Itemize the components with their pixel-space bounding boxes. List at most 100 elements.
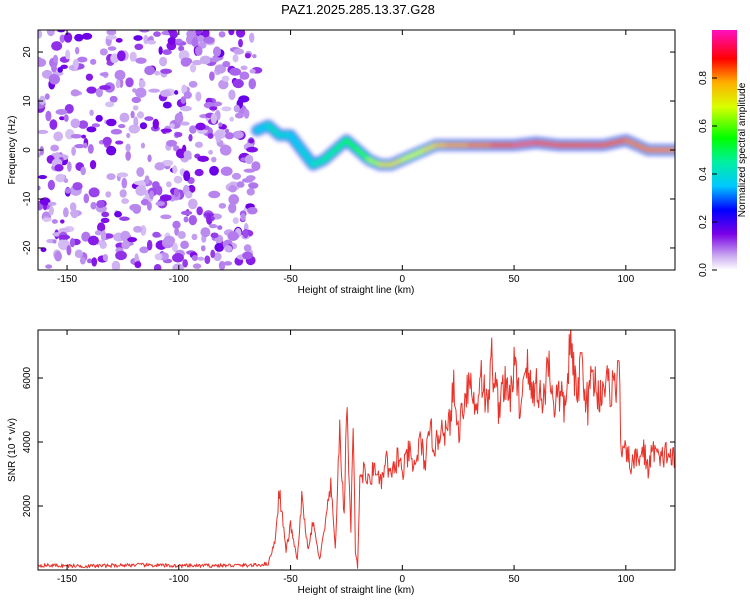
heatmap-y-axis-label: Frequency (Hz) — [7, 116, 18, 185]
noise-blob — [251, 161, 261, 171]
y-tick-label: 2000 — [22, 494, 33, 517]
noise-blob — [168, 30, 175, 34]
noise-blob — [180, 121, 190, 126]
noise-blob — [248, 138, 255, 144]
noise-blob — [177, 230, 186, 240]
noise-blob — [91, 257, 98, 267]
noise-blob — [87, 235, 99, 246]
noise-blob — [191, 255, 199, 262]
y-tick-label: 0 — [22, 147, 33, 153]
noise-blob — [247, 206, 258, 215]
heatmap-x-ticks: -150 -100 -50 0 50 100 — [57, 30, 635, 285]
noise-blob — [139, 30, 150, 33]
noise-blob — [109, 95, 118, 103]
noise-blob — [167, 37, 177, 45]
noise-blob — [81, 134, 87, 139]
noise-blob — [101, 211, 110, 218]
noise-blob — [172, 263, 184, 270]
noise-blob — [191, 37, 199, 47]
noise-blob — [125, 150, 131, 161]
noise-blob — [249, 69, 256, 74]
ridge-segment — [299, 148, 315, 167]
noise-blob — [195, 122, 206, 131]
noise-blob — [163, 235, 176, 246]
ridge-segment — [366, 157, 382, 167]
noise-blob — [125, 77, 134, 88]
noise-blob — [106, 118, 117, 127]
ridge-segment — [333, 138, 349, 152]
noise-blob — [174, 132, 183, 138]
noise-blob — [210, 216, 215, 221]
noise-blob — [182, 259, 188, 268]
noise-blob — [212, 46, 222, 57]
x-tick-label: 50 — [509, 274, 521, 285]
noise-blob — [224, 245, 233, 253]
noise-blob — [118, 124, 126, 129]
ridge-segment — [255, 123, 271, 133]
noise-blob — [200, 245, 206, 252]
noise-blob — [115, 79, 121, 89]
ridge-segment — [389, 157, 405, 167]
noise-blob — [152, 231, 161, 238]
noise-blob — [149, 190, 154, 200]
heatmap-noise-blobs — [38, 30, 263, 270]
noise-blob — [180, 96, 187, 104]
snr-frame — [37, 329, 676, 571]
noise-blob — [228, 194, 240, 205]
noise-blob — [197, 256, 205, 261]
noise-blob — [38, 185, 41, 191]
noise-blob — [173, 175, 183, 184]
noise-blob — [86, 86, 97, 94]
noise-blob — [50, 144, 60, 152]
noise-blob — [87, 144, 94, 154]
ridge-segment — [512, 140, 539, 148]
noise-blob — [232, 217, 239, 224]
noise-blob — [115, 140, 124, 145]
noise-blob — [107, 46, 117, 51]
noise-blob — [105, 191, 112, 198]
colorbar-label: Normalized spectral amplitude — [737, 82, 748, 217]
noise-blob — [209, 57, 220, 63]
noise-blob — [103, 233, 114, 239]
noise-blob — [175, 38, 183, 44]
noise-blob — [144, 175, 150, 185]
noise-blob — [184, 190, 193, 199]
noise-blob — [148, 88, 161, 93]
noise-blob — [138, 79, 146, 88]
noise-blob — [214, 64, 227, 74]
noise-blob — [133, 225, 143, 233]
noise-blob — [86, 126, 97, 133]
noise-blob — [59, 219, 65, 224]
noise-blob — [209, 165, 219, 176]
noise-blob — [89, 109, 94, 116]
noise-blob — [229, 116, 234, 122]
noise-blob — [86, 258, 93, 264]
noise-blob — [85, 73, 94, 81]
noise-blob — [38, 56, 43, 67]
noise-blob — [146, 40, 157, 45]
noise-blob — [174, 112, 184, 124]
noise-blob — [70, 133, 83, 139]
x-tick-label: 0 — [400, 574, 406, 585]
noise-blob — [71, 146, 76, 156]
noise-blob — [248, 78, 257, 90]
noise-blob — [209, 106, 218, 111]
noise-blob — [228, 89, 236, 101]
noise-blob — [115, 37, 123, 43]
noise-blob — [38, 175, 48, 180]
noise-blob — [194, 168, 204, 177]
noise-blob — [210, 232, 219, 239]
noise-blob — [114, 69, 126, 81]
noise-blob — [48, 74, 61, 85]
noise-blob — [57, 67, 63, 73]
noise-blob — [111, 260, 121, 270]
noise-blob — [228, 30, 235, 36]
noise-blob — [180, 240, 189, 250]
noise-blob — [134, 261, 142, 269]
noise-blob — [191, 59, 203, 66]
noise-blob — [180, 105, 192, 112]
y-tick-label: -20 — [22, 240, 33, 255]
noise-blob — [137, 111, 145, 119]
noise-blob — [188, 198, 198, 210]
